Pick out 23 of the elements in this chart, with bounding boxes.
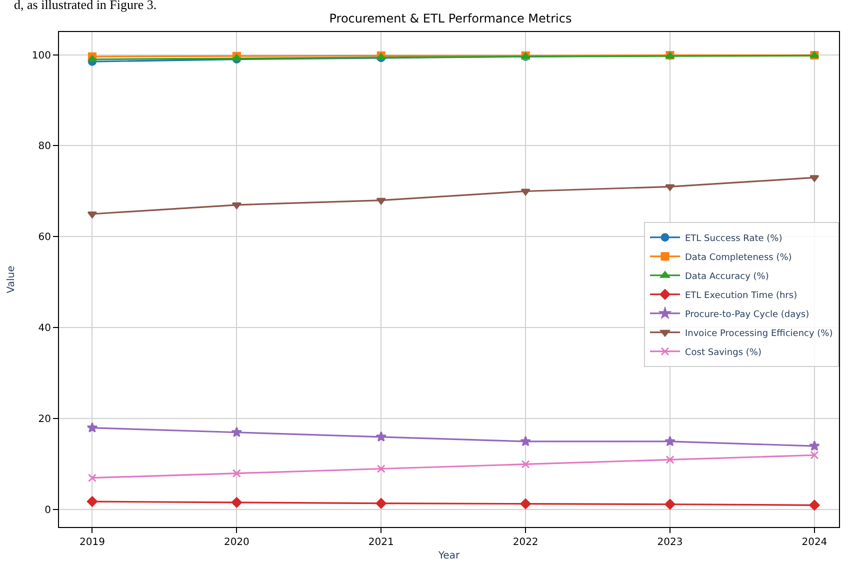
legend-label: Data Accuracy (%) <box>685 272 769 282</box>
y-tick-label: 20 <box>38 414 51 426</box>
legend-label: ETL Execution Time (hrs) <box>685 290 798 301</box>
x-tick-label: 2022 <box>512 537 538 548</box>
legend-label: Cost Savings (%) <box>685 348 762 358</box>
x-tick-label: 2021 <box>368 537 394 548</box>
x-tick-label: 2024 <box>802 537 828 548</box>
y-axis-title: Value <box>6 266 17 294</box>
chart-title: Procurement & ETL Performance Metrics <box>329 12 572 26</box>
text: d, as illustrated in Figure 3. <box>14 0 157 12</box>
legend-label: Invoice Processing Efficiency (%) <box>685 328 833 339</box>
y-tick-label: 0 <box>44 505 51 516</box>
y-tick-label: 60 <box>38 232 51 244</box>
y-tick-label: 80 <box>38 141 51 152</box>
legend-label: Data Completeness (%) <box>685 252 792 263</box>
legend-label: Procure-to-Pay Cycle (days) <box>685 310 810 320</box>
x-tick-label: 2023 <box>657 537 683 548</box>
y-tick-label: 100 <box>32 50 51 62</box>
x-tick-label: 2019 <box>79 537 105 548</box>
x-axis-title: Year <box>437 550 460 562</box>
legend-label: ETL Success Rate (%) <box>685 234 782 244</box>
x-tick-label: 2020 <box>224 537 250 548</box>
y-tick-label: 40 <box>38 323 51 334</box>
